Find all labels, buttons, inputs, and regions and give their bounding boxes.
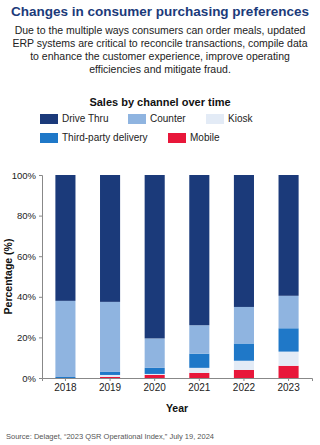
bar [55, 377, 75, 378]
bar [55, 378, 75, 379]
tick-label: 2019 [99, 382, 122, 393]
bar [145, 374, 165, 375]
tick: 100% [12, 170, 42, 181]
tick-mark [39, 297, 42, 298]
tick: 2021 [188, 378, 211, 393]
tick-mark [39, 378, 42, 379]
tick: 20% [17, 332, 42, 343]
bar [189, 368, 209, 373]
bar [189, 354, 209, 368]
tick: 2023 [277, 378, 300, 393]
tick-label: 80% [17, 210, 37, 221]
series [55, 296, 298, 377]
bar [234, 361, 254, 370]
bar [145, 338, 165, 367]
tick-mark [39, 337, 42, 338]
bar [55, 301, 75, 377]
bar [100, 377, 120, 378]
legend-label: Kiosk [228, 113, 253, 124]
tick-mark [39, 256, 42, 257]
legend-swatch [40, 114, 58, 124]
tick: 80% [17, 210, 42, 221]
legend-swatch [128, 114, 146, 124]
tick: 2018 [54, 378, 77, 393]
tick-mark [65, 378, 66, 381]
bar [234, 175, 254, 307]
legend-swatch [206, 114, 224, 124]
bar [189, 175, 209, 325]
tick: 60% [17, 251, 42, 262]
tick-label: 2021 [188, 382, 211, 393]
x-axis: 2018 2019 2020 2021 2022 2023 [43, 378, 313, 393]
bar [55, 175, 75, 301]
x-axis-title: Year [166, 402, 188, 414]
legend-swatch [40, 133, 58, 143]
tick-label: 2020 [144, 382, 167, 393]
tick-label: 2023 [277, 382, 300, 393]
tick: 2022 [233, 378, 256, 393]
legend-label: Counter [150, 113, 186, 124]
bar [234, 307, 254, 344]
tick: 2020 [144, 378, 167, 393]
bar [145, 375, 165, 378]
bar [279, 175, 299, 296]
legend-label: Drive Thru [62, 113, 109, 124]
bar [189, 373, 209, 378]
bar [279, 328, 299, 351]
bar [145, 175, 165, 338]
bar [189, 325, 209, 353]
tick-label: 100% [12, 170, 37, 181]
tick-label: 40% [17, 291, 37, 302]
bar [55, 378, 75, 379]
tick-mark [39, 175, 42, 176]
chart: Sales by channel over time Mobile Kiosk Thi… [0, 0, 320, 445]
tick-mark [154, 378, 155, 381]
bar [279, 296, 299, 328]
axis-line [39, 176, 43, 379]
tick-mark [110, 378, 111, 381]
source: Source: Delaget, “2023 QSR Operational I… [6, 432, 214, 441]
axis-line [43, 379, 313, 382]
title: Changes in consumer purchasing preferenc… [4, 4, 316, 19]
bar [234, 343, 254, 360]
y-axis-title: Percentage (%) [2, 239, 14, 315]
tick-mark [288, 378, 289, 381]
legend: Mobile Kiosk Third-party deliveryCounter Dr… [40, 113, 253, 143]
tick-label: 2018 [54, 382, 77, 393]
bar [100, 302, 120, 372]
bar [100, 372, 120, 375]
bar [279, 352, 299, 366]
bar [100, 375, 120, 377]
plot-title: Sales by channel over time [89, 96, 230, 108]
series [100, 352, 299, 377]
tick: 40% [17, 291, 42, 302]
series [55, 175, 298, 338]
bar [234, 370, 254, 378]
legend-label: Mobile [190, 132, 220, 143]
tick-label: 2022 [233, 382, 256, 393]
subtitle: Due to the multiple ways consumers can o… [12, 24, 308, 76]
tick-label: 20% [17, 332, 37, 343]
legend-swatch [168, 133, 186, 143]
bars [55, 175, 298, 378]
legend-label: Third-party delivery [62, 132, 148, 143]
tick: 0% [22, 373, 42, 384]
bar [145, 368, 165, 374]
tick-mark [243, 378, 244, 381]
tick-label: 0% [22, 373, 36, 384]
tick: 2019 [99, 378, 122, 393]
y-axis: 0% 20% 40% 60% 80% 100% [12, 170, 43, 384]
tick-mark [39, 216, 42, 217]
series [55, 328, 298, 378]
tick-mark [199, 378, 200, 381]
bar [279, 366, 299, 378]
bar [100, 175, 120, 302]
tick-label: 60% [17, 251, 37, 262]
